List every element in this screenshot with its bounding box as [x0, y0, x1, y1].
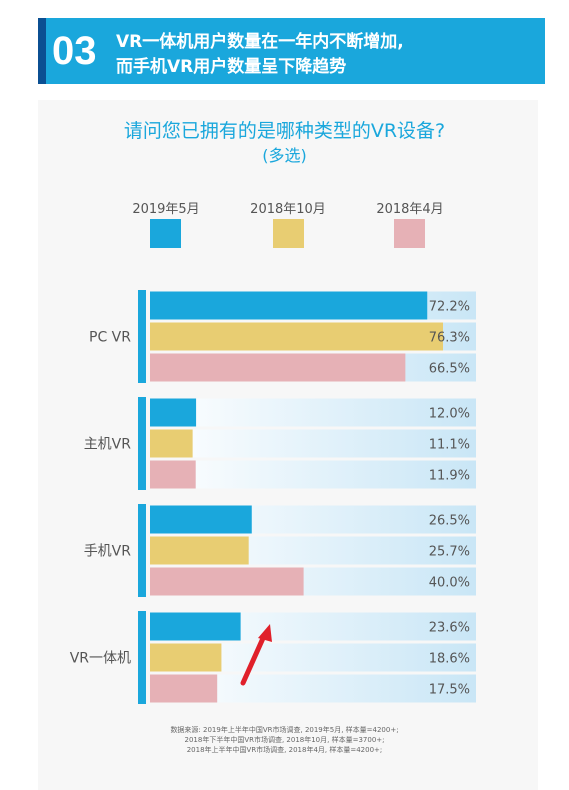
source-line-3: 2018年上半年中国VR市场调查, 2018年4月, 样本量=4200+; [186, 746, 383, 754]
category-bracket [138, 397, 146, 490]
bar [150, 505, 252, 534]
legend-swatch-2019-05 [150, 219, 181, 248]
arrow-head [258, 624, 272, 642]
section-number: 03 [52, 29, 97, 73]
bar-value-label: 11.9% [429, 469, 470, 484]
bar [150, 322, 443, 351]
category-label: 主机VR [84, 437, 132, 453]
bar-value-label: 66.5% [429, 362, 470, 377]
bar-value-label: 18.6% [429, 652, 470, 667]
category-label: PC VR [89, 330, 131, 346]
category-label: VR一体机 [70, 651, 131, 667]
data-source-note: 数据来源: 2019年上半年中国VR市场调查, 2019年5月, 样本量=420… [0, 725, 569, 755]
category-bracket [138, 611, 146, 704]
banner-headline-line-1: VR一体机用户数量在一年内不断增加, [116, 32, 404, 52]
bar-value-label: 72.2% [429, 300, 470, 315]
category-group: 主机VR 12.0% 11.1% 11.9% [84, 397, 476, 490]
bar [150, 643, 222, 672]
bar [150, 460, 196, 489]
bar-value-label: 76.3% [429, 331, 470, 346]
legend-label-2018-04: 2018年4月 [376, 202, 444, 217]
bar-value-label: 17.5% [429, 683, 470, 698]
bar-track [150, 398, 476, 427]
bar-value-label: 26.5% [429, 514, 470, 529]
arrow-shaft [240, 633, 267, 686]
legend-swatch-2018-10 [273, 219, 304, 248]
bar-value-label: 40.0% [429, 576, 470, 591]
category-group: VR一体机 23.6% 18.6% 17.5% [70, 611, 476, 704]
bar-value-label: 23.6% [429, 621, 470, 636]
banner-accent-stripe [38, 18, 46, 84]
header-banner [38, 18, 545, 84]
bar [150, 567, 304, 596]
source-line-1: 数据来源: 2019年上半年中国VR市场调查, 2019年5月, 样本量=420… [170, 726, 399, 734]
bar [150, 612, 241, 641]
source-line-2: 2018年下半年中国VR市场调查, 2018年10月, 样本量=3700+; [184, 736, 385, 744]
bar-value-label: 25.7% [429, 545, 470, 560]
bar [150, 398, 197, 427]
bar [150, 674, 218, 703]
bar-value-label: 11.1% [429, 438, 470, 453]
bar-value-label: 12.0% [429, 407, 470, 422]
category-label: 手机VR [84, 544, 132, 560]
category-group: PC VR 72.2% 76.3% 66.5% [89, 290, 476, 383]
bar [150, 291, 428, 320]
multiple-choice-note: (多选) [262, 146, 307, 165]
category-bracket [138, 504, 146, 597]
legend-label-2019-05: 2019年5月 [132, 202, 200, 217]
bar [150, 536, 249, 565]
bar-track [150, 460, 476, 489]
survey-question: 请问您已拥有的是哪种类型的VR设备? [123, 120, 446, 142]
category-bracket [138, 290, 146, 383]
legend-label-2018-10: 2018年10月 [250, 202, 326, 217]
trend-arrow [240, 624, 272, 686]
bar-track [150, 429, 476, 458]
legend-swatch-2018-04 [394, 219, 425, 248]
banner-headline-line-2: 而手机VR用户数量呈下降趋势 [116, 57, 347, 77]
bar [150, 353, 406, 382]
category-group: 手机VR 26.5% 25.7% 40.0% [84, 504, 476, 597]
bar [150, 429, 193, 458]
